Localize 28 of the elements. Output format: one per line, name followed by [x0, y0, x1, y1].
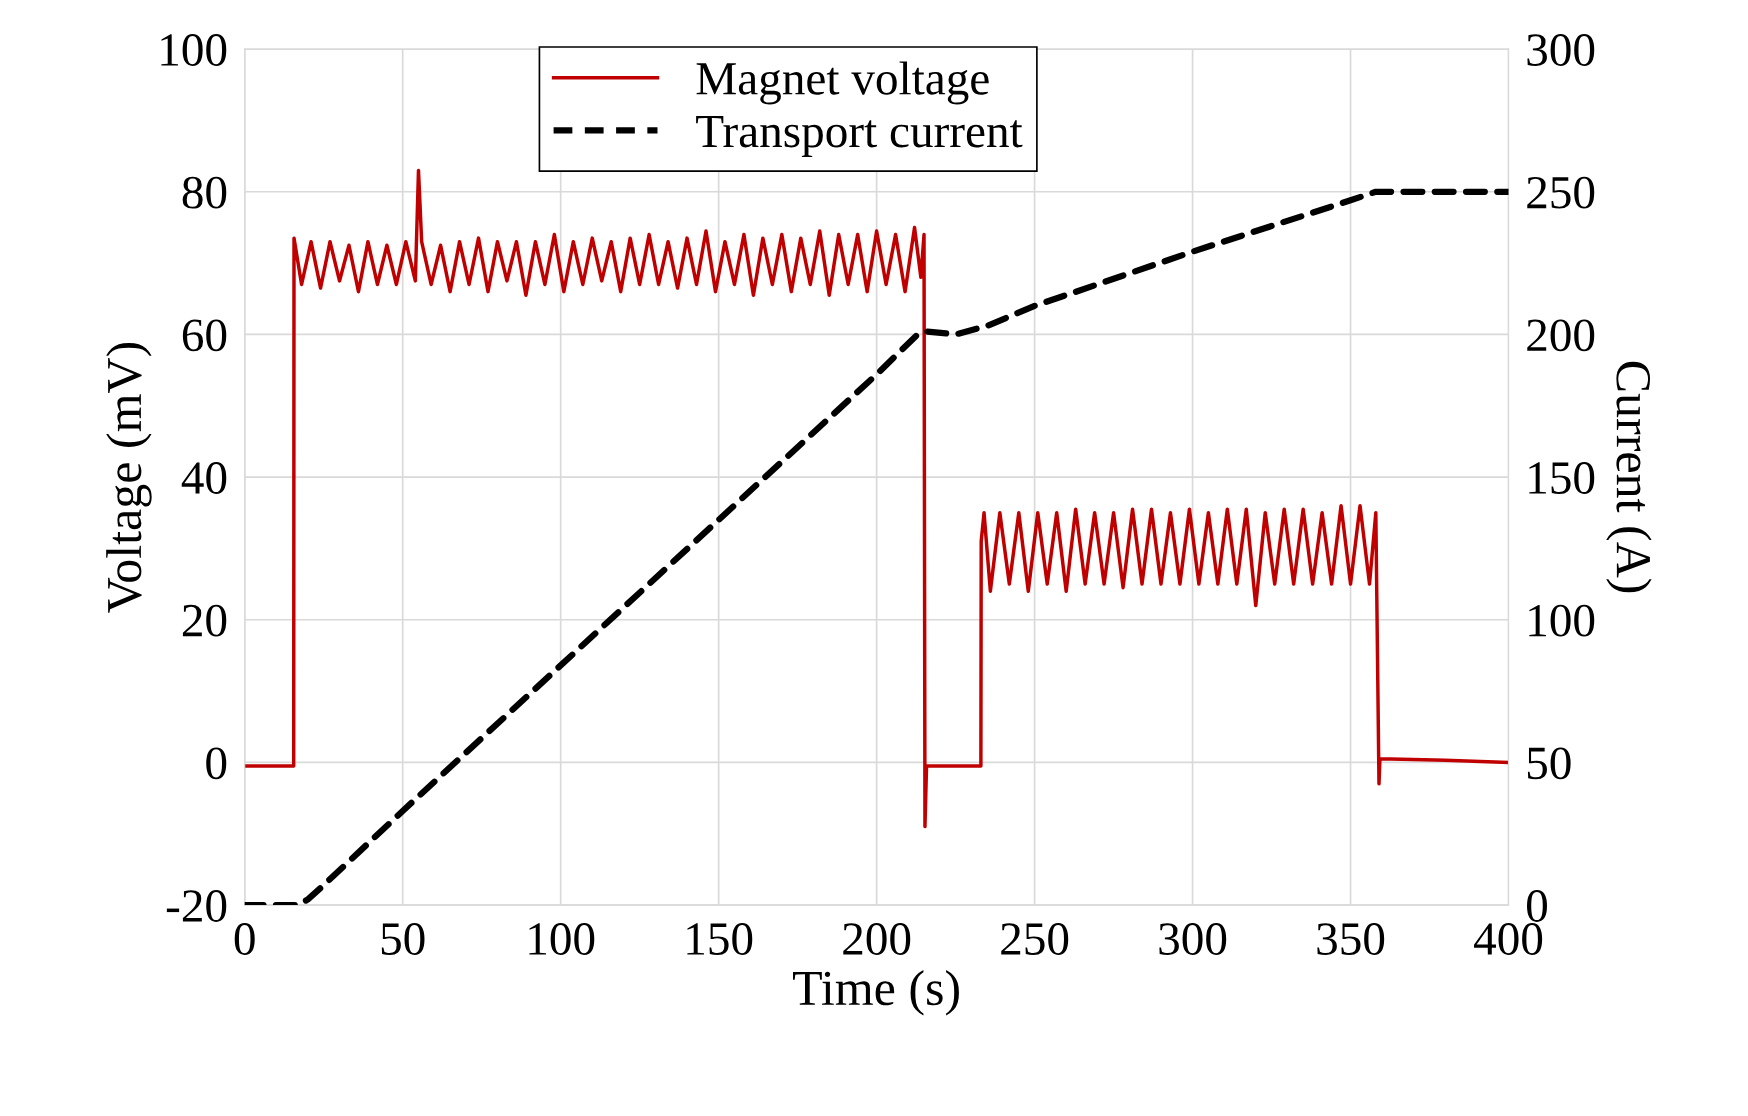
x-tick-label: 200 — [843, 923, 911, 955]
x-tick-label: 400 — [1474, 923, 1543, 955]
y-axis-title: Voltage (mV) — [106, 342, 152, 613]
x-tick-label: 50 — [381, 923, 425, 955]
x-tick-label: 250 — [1001, 923, 1069, 955]
y2-tick-label: 100 — [1529, 604, 1595, 637]
x-axis-title: Time (s) — [793, 970, 959, 1016]
y2-tick-label: 200 — [1527, 319, 1595, 352]
y2-tick-label: 0 — [1526, 890, 1547, 922]
y-tick-label: 40 — [181, 462, 227, 494]
x-tick-label: 350 — [1317, 923, 1385, 955]
y2-tick-label: 150 — [1529, 462, 1595, 494]
y2-axis-title: Current (A) — [1606, 361, 1652, 593]
y-tick-label: 20 — [182, 604, 227, 637]
y-tick-label: 80 — [182, 176, 227, 209]
legend-label: Transport current — [696, 116, 1023, 157]
legend-label: Magnet voltage — [696, 61, 989, 105]
y-tick-label: 0 — [206, 747, 227, 780]
x-tick-label: 100 — [529, 923, 595, 955]
y-tick-label: -20 — [166, 890, 227, 922]
x-tick-label: 0 — [234, 923, 255, 955]
y-tick-label: 100 — [161, 34, 227, 66]
x-tick-label: 150 — [687, 923, 753, 955]
y-tick-label: 60 — [182, 319, 227, 352]
y2-tick-label: 250 — [1527, 176, 1595, 209]
y2-tick-label: 50 — [1527, 747, 1571, 780]
x-tick-label: 300 — [1159, 923, 1227, 955]
y2-tick-label: 300 — [1527, 34, 1595, 66]
